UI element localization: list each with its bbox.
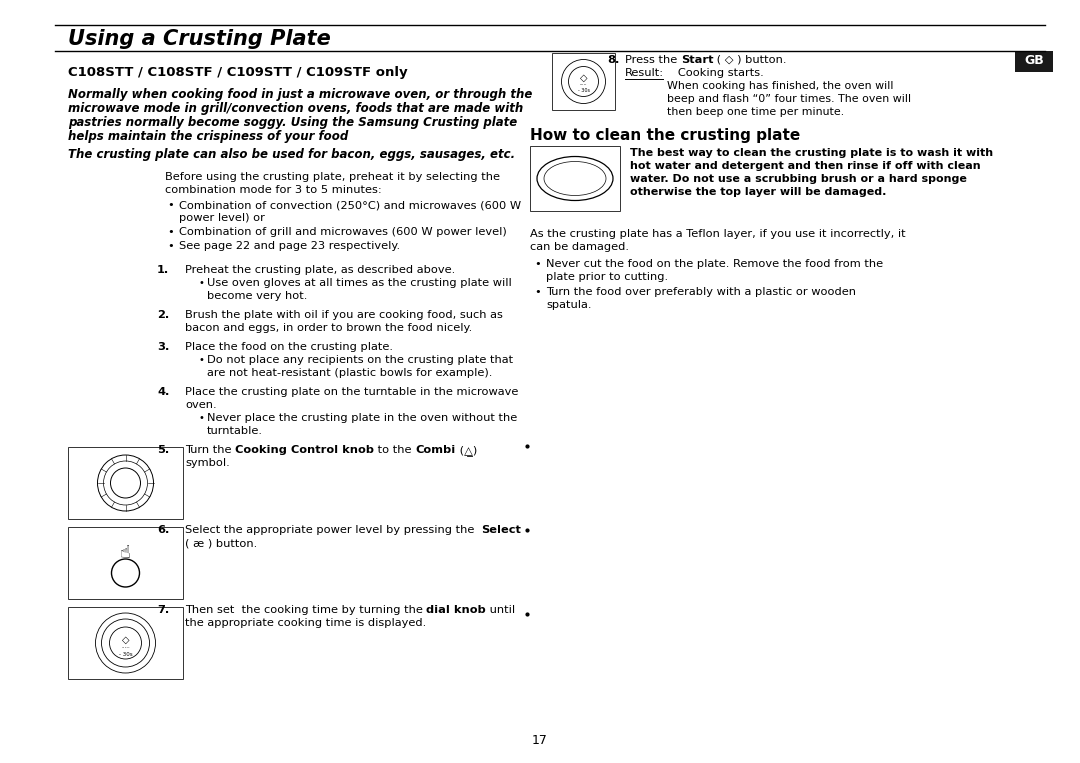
Text: Turn the: Turn the	[185, 445, 235, 455]
Text: Preheat the crusting plate, as described above.: Preheat the crusting plate, as described…	[185, 265, 456, 275]
Text: 1.: 1.	[157, 265, 170, 275]
Text: otherwise the top layer will be damaged.: otherwise the top layer will be damaged.	[630, 187, 887, 197]
Text: plate prior to cutting.: plate prior to cutting.	[546, 272, 669, 282]
Text: microwave mode in grill/convection ovens, foods that are made with: microwave mode in grill/convection ovens…	[68, 102, 523, 115]
Text: 3.: 3.	[157, 342, 170, 352]
Text: The best way to clean the crusting plate is to wash it with: The best way to clean the crusting plate…	[630, 148, 994, 158]
Text: Normally when cooking food in just a microwave oven, or through the: Normally when cooking food in just a mic…	[68, 88, 532, 101]
Text: •: •	[199, 413, 205, 423]
Text: ◇: ◇	[580, 72, 588, 82]
Text: Combi: Combi	[415, 445, 456, 455]
Text: become very hot.: become very hot.	[207, 291, 308, 301]
Text: combination mode for 3 to 5 minutes:: combination mode for 3 to 5 minutes:	[165, 185, 381, 195]
Text: water. Do not use a scrubbing brush or a hard sponge: water. Do not use a scrubbing brush or a…	[630, 174, 967, 184]
Text: Start: Start	[680, 55, 714, 65]
Text: How to clean the crusting plate: How to clean the crusting plate	[530, 128, 800, 143]
Text: ◇: ◇	[122, 635, 130, 645]
Text: The crusting plate can also be used for bacon, eggs, sausages, etc.: The crusting plate can also be used for …	[68, 148, 515, 161]
Text: are not heat-resistant (plastic bowls for example).: are not heat-resistant (plastic bowls fo…	[207, 368, 492, 378]
Text: ·····: ·····	[121, 645, 130, 651]
Text: Before using the crusting plate, preheat it by selecting the: Before using the crusting plate, preheat…	[165, 172, 500, 182]
FancyBboxPatch shape	[552, 53, 615, 110]
Text: the appropriate cooking time is displayed.: the appropriate cooking time is displaye…	[185, 618, 427, 628]
Text: 8.: 8.	[607, 55, 619, 65]
Text: Place the crusting plate on the turntable in the microwave: Place the crusting plate on the turntabl…	[185, 387, 518, 397]
Text: Combination of convection (250°C) and microwaves (600 W: Combination of convection (250°C) and mi…	[179, 200, 522, 210]
Text: - 30s: - 30s	[119, 652, 133, 656]
Text: beep and flash “0” four times. The oven will: beep and flash “0” four times. The oven …	[667, 94, 912, 104]
Text: As the crusting plate has a Teflon layer, if you use it incorrectly, it: As the crusting plate has a Teflon layer…	[530, 229, 906, 239]
Text: •: •	[199, 355, 205, 365]
Text: ·····: ·····	[580, 82, 588, 87]
Text: Then set  the cooking time by turning the: Then set the cooking time by turning the	[185, 605, 427, 615]
FancyBboxPatch shape	[68, 527, 183, 599]
Text: Use oven gloves at all times as the crusting plate will: Use oven gloves at all times as the crus…	[207, 278, 512, 288]
Text: •: •	[167, 241, 174, 251]
Text: •: •	[534, 287, 541, 297]
Text: Place the food on the crusting plate.: Place the food on the crusting plate.	[185, 342, 393, 352]
Text: Combination of grill and microwaves (600 W power level): Combination of grill and microwaves (600…	[179, 227, 507, 237]
Text: 7.: 7.	[157, 605, 170, 615]
Text: 6.: 6.	[157, 525, 170, 535]
FancyBboxPatch shape	[530, 146, 620, 211]
Text: - 30s: - 30s	[578, 88, 590, 93]
Text: Turn the food over preferably with a plastic or wooden: Turn the food over preferably with a pla…	[546, 287, 856, 297]
Text: 2.: 2.	[157, 310, 170, 320]
Text: Cooking Control knob: Cooking Control knob	[235, 445, 374, 455]
Text: dial knob: dial knob	[427, 605, 486, 615]
Text: ( ◇ ) button.: ( ◇ ) button.	[714, 55, 787, 65]
Text: oven.: oven.	[185, 400, 217, 410]
Text: See page 22 and page 23 respectively.: See page 22 and page 23 respectively.	[179, 241, 400, 251]
Text: •: •	[534, 259, 541, 269]
Text: 17: 17	[532, 735, 548, 748]
Text: 4.: 4.	[157, 387, 170, 397]
Text: pastries normally become soggy. Using the Samsung Crusting plate: pastries normally become soggy. Using th…	[68, 116, 517, 129]
Text: When cooking has finished, the oven will: When cooking has finished, the oven will	[667, 81, 893, 91]
Text: Do not place any recipients on the crusting plate that: Do not place any recipients on the crust…	[207, 355, 513, 365]
Text: GB: GB	[1024, 54, 1044, 67]
Text: can be damaged.: can be damaged.	[530, 242, 629, 252]
Text: Press the: Press the	[625, 55, 680, 65]
Text: Brush the plate with oil if you are cooking food, such as: Brush the plate with oil if you are cook…	[185, 310, 503, 320]
Text: power level) or: power level) or	[179, 213, 265, 223]
Text: to the: to the	[374, 445, 415, 455]
Text: •: •	[167, 227, 174, 237]
Text: Cooking starts.: Cooking starts.	[667, 68, 764, 78]
Text: 5.: 5.	[157, 445, 170, 455]
Text: •: •	[199, 278, 205, 288]
Text: until: until	[486, 605, 515, 615]
Text: ( æ ) button.: ( æ ) button.	[185, 538, 257, 548]
Text: Select the appropriate power level by pressing the: Select the appropriate power level by pr…	[185, 525, 482, 535]
Text: turntable.: turntable.	[207, 426, 264, 436]
FancyBboxPatch shape	[68, 607, 183, 679]
Text: bacon and eggs, in order to brown the food nicely.: bacon and eggs, in order to brown the fo…	[185, 323, 472, 333]
Text: then beep one time per minute.: then beep one time per minute.	[667, 107, 845, 117]
Text: spatula.: spatula.	[546, 300, 592, 310]
Text: helps maintain the crispiness of your food: helps maintain the crispiness of your fo…	[68, 130, 348, 143]
Text: hot water and detergent and then rinse if off with clean: hot water and detergent and then rinse i…	[630, 161, 981, 171]
Text: •: •	[167, 200, 174, 210]
Text: (△̲̲̲): (△̲̲̲)	[456, 445, 476, 456]
Text: symbol.: symbol.	[185, 458, 230, 468]
Text: Never place the crusting plate in the oven without the: Never place the crusting plate in the ov…	[207, 413, 517, 423]
Text: Using a Crusting Plate: Using a Crusting Plate	[68, 29, 330, 49]
FancyBboxPatch shape	[1015, 51, 1053, 72]
FancyBboxPatch shape	[68, 447, 183, 519]
Text: Never cut the food on the plate. Remove the food from the: Never cut the food on the plate. Remove …	[546, 259, 883, 269]
Text: Result:: Result:	[625, 68, 664, 78]
Text: ☝: ☝	[120, 544, 131, 562]
Text: Select: Select	[482, 525, 522, 535]
Text: C108STT / C108STF / C109STT / C109STF only: C108STT / C108STF / C109STT / C109STF on…	[68, 66, 407, 79]
